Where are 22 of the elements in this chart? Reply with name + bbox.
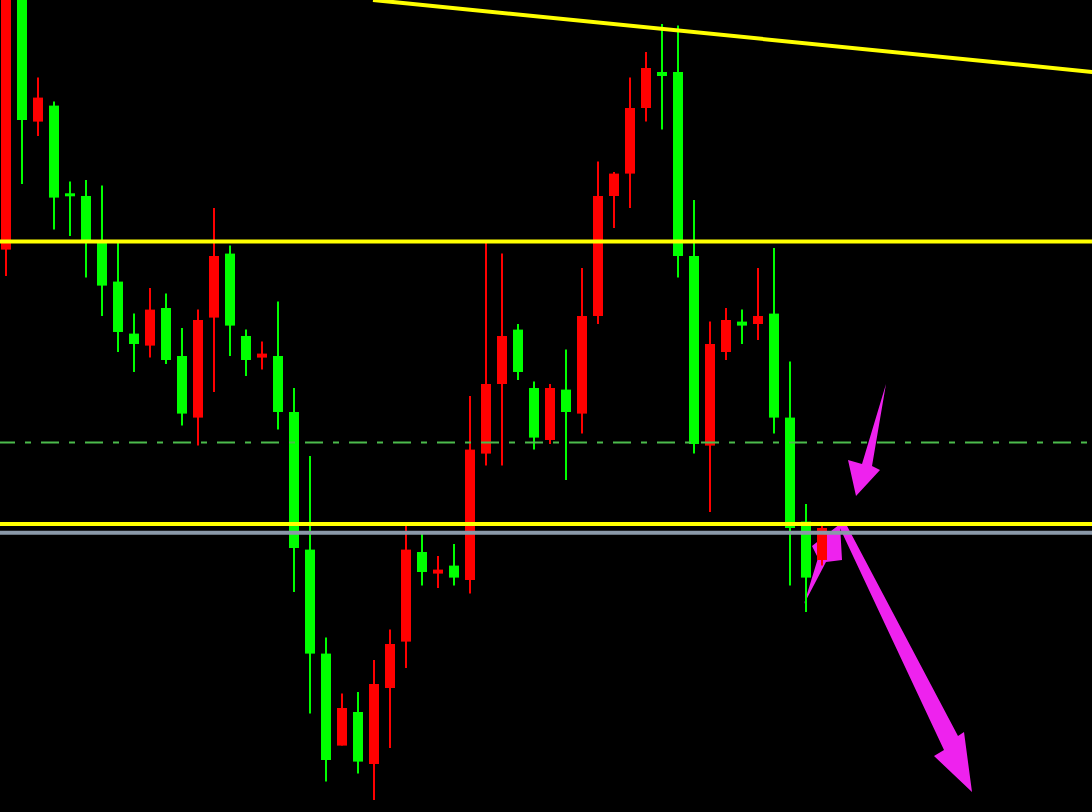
candlestick (129, 312, 139, 373)
candlestick (753, 267, 763, 341)
candlestick (145, 287, 155, 359)
candlestick (337, 692, 347, 747)
candlestick (385, 628, 395, 749)
candlestick (241, 328, 251, 377)
candlestick (737, 308, 747, 345)
candlestick (257, 340, 267, 371)
candlestick (609, 171, 619, 229)
candlestick (561, 348, 571, 481)
candlestick (513, 323, 523, 381)
candlestick (433, 555, 443, 589)
candlestick (97, 184, 107, 317)
candlestick (449, 543, 459, 587)
candlestick (641, 51, 651, 123)
candlestick (721, 307, 731, 361)
candlestick (81, 179, 91, 279)
candlestick (65, 180, 75, 237)
candlestick (497, 252, 507, 467)
candlestick (657, 23, 667, 131)
candlestick (33, 76, 43, 137)
candlestick (417, 531, 427, 587)
